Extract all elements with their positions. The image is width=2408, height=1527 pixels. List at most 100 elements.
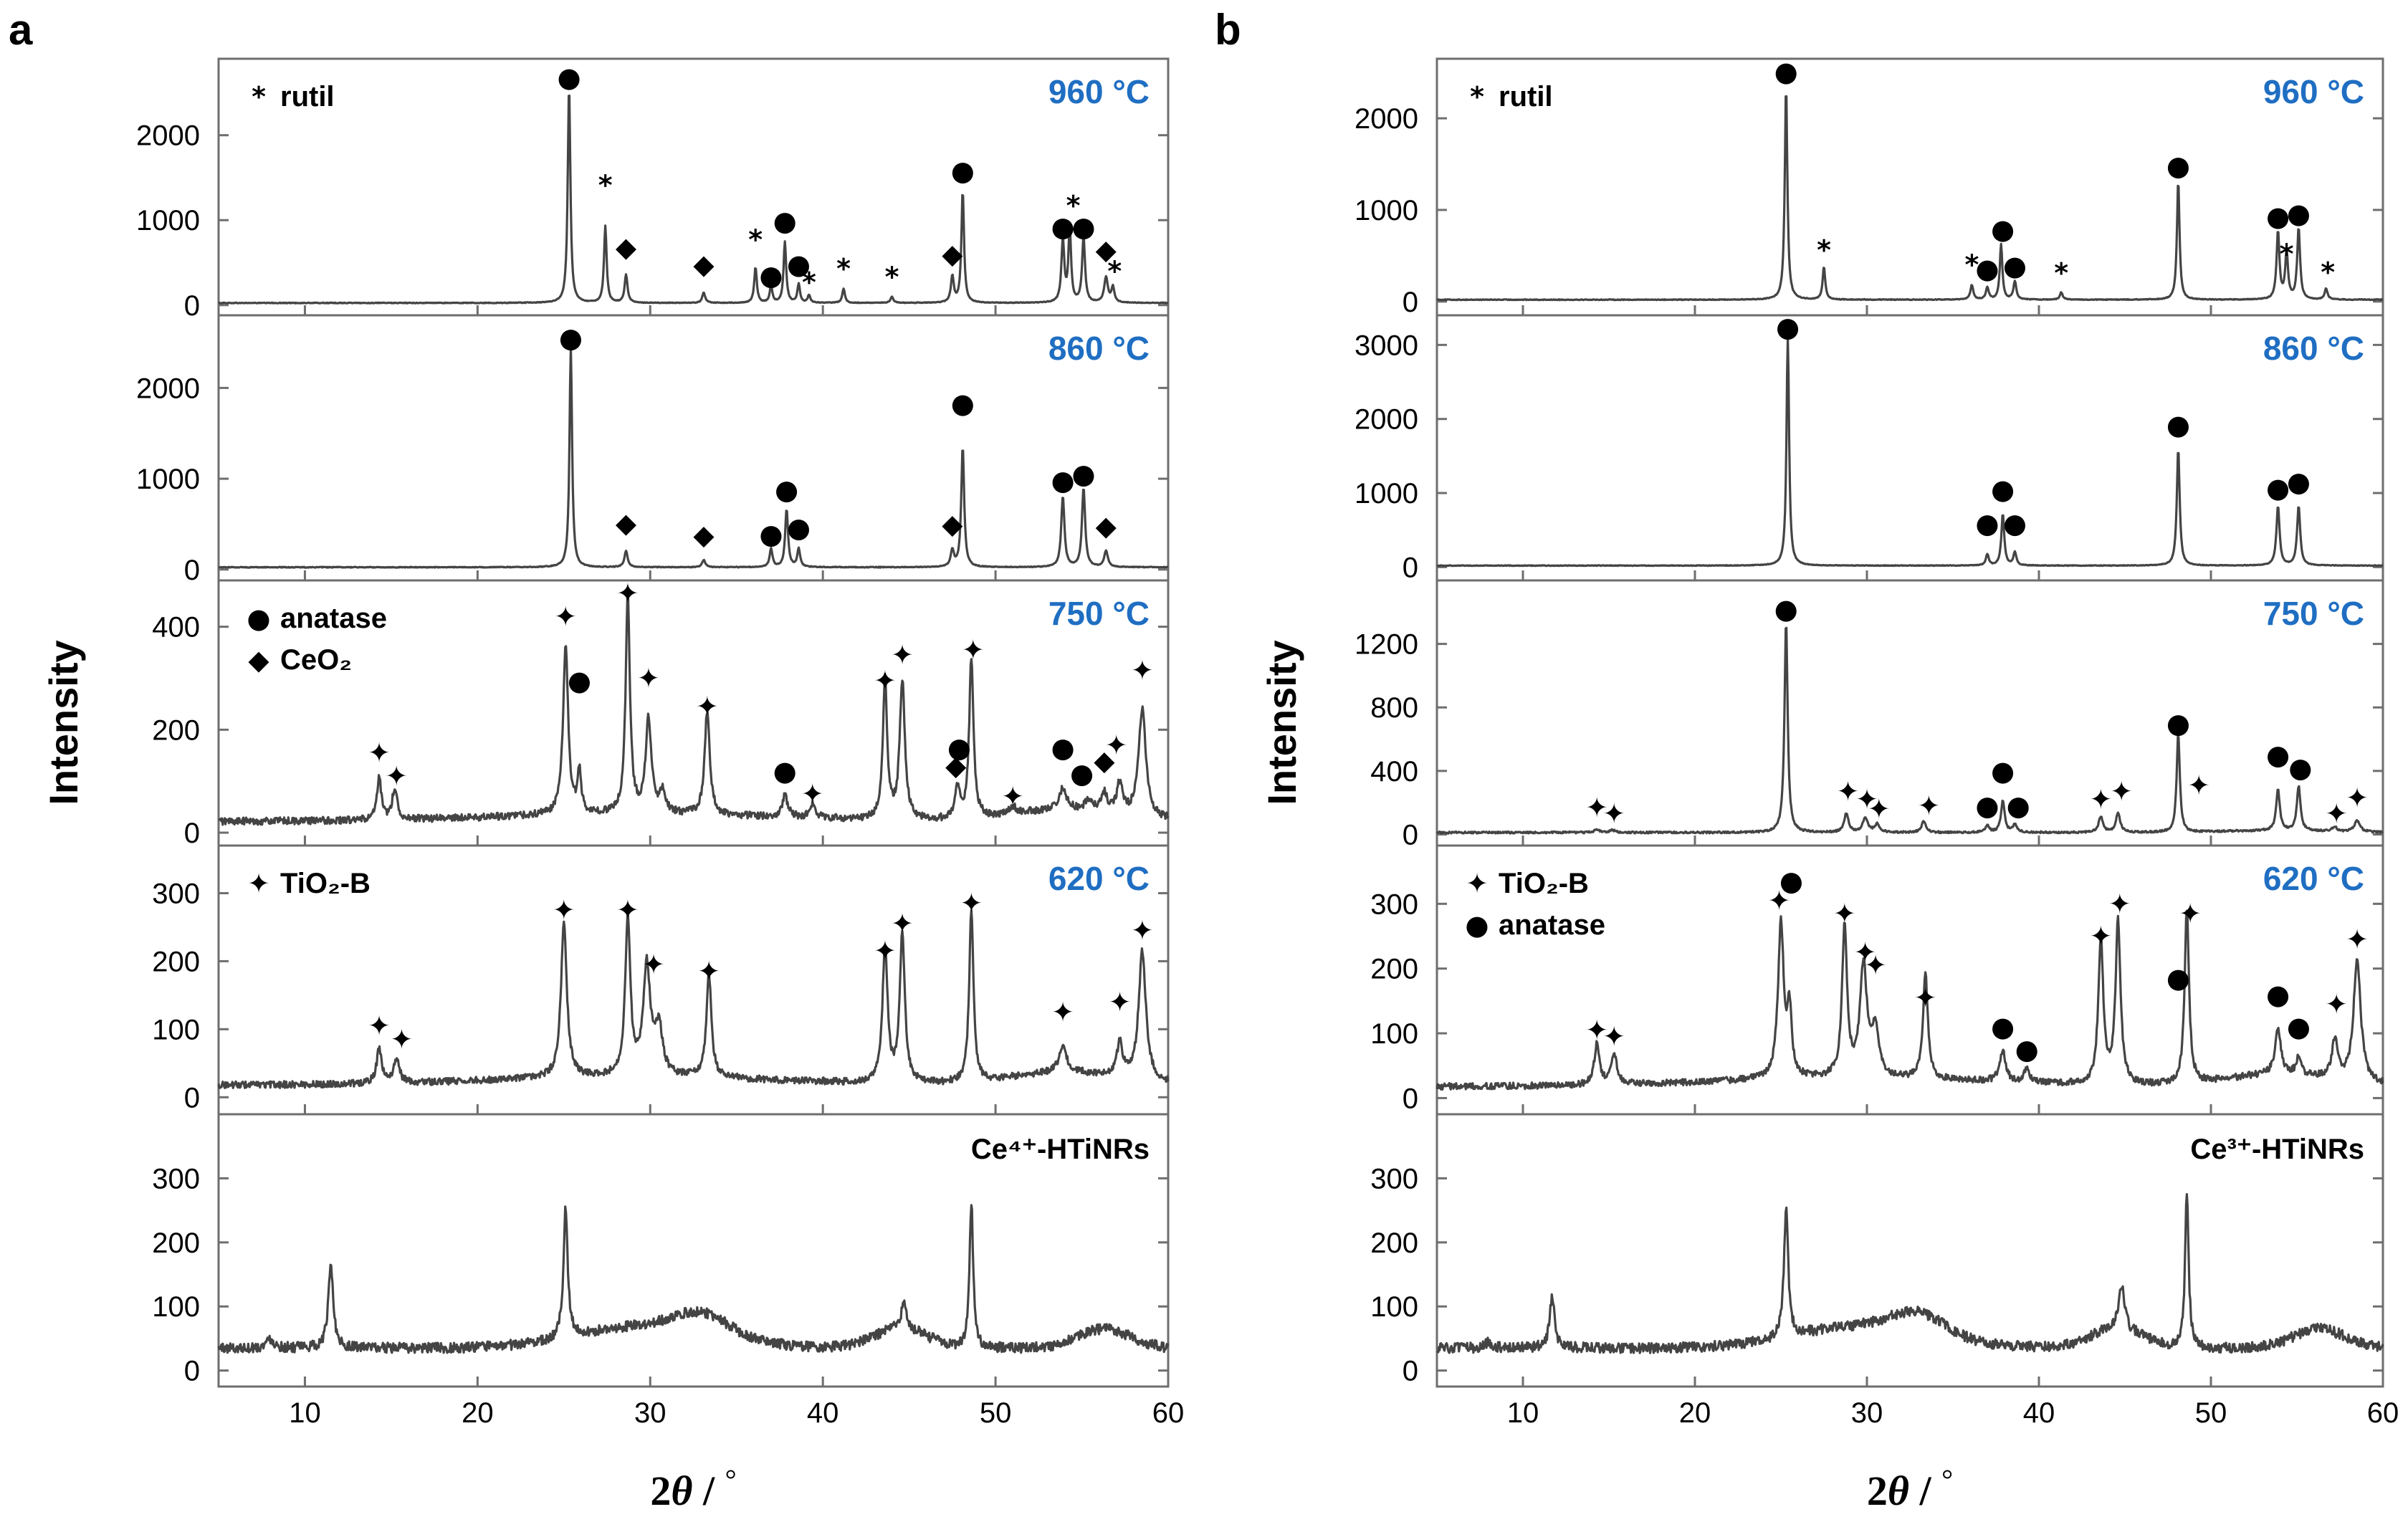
y-tick-label: 1000	[1354, 195, 1418, 226]
phase-marker: ✦	[385, 760, 408, 792]
temperature-label: 860 °C	[2263, 330, 2364, 367]
phase-marker: ●	[2007, 790, 2030, 822]
phase-marker: ●	[559, 322, 583, 354]
y-tick-label: 0	[184, 1356, 200, 1387]
y-tick-label: 200	[1370, 1227, 1418, 1259]
x-axis-label-part: °	[725, 1463, 737, 1495]
y-tick-label: 300	[152, 878, 200, 909]
y-axis-label: Intensity	[41, 640, 86, 805]
x-tick-label: 10	[1507, 1397, 1539, 1429]
phase-marker: ●	[773, 205, 797, 236]
subplot-frame	[1435, 579, 2384, 847]
phase-marker: ✦	[960, 888, 983, 919]
phase-marker: ✦	[616, 894, 639, 926]
phase-marker: ✦	[642, 949, 665, 980]
phase-marker: ✦	[2179, 898, 2202, 929]
phase-marker: ✦	[2110, 776, 2133, 808]
x-axis-label: 2θ / °	[1867, 1463, 1953, 1514]
phase-marker: ✦	[1855, 784, 1878, 815]
phase-marker: ✦	[553, 894, 575, 926]
phase-marker: ●	[568, 665, 591, 697]
phase-marker: ●	[773, 755, 797, 787]
xrd-pattern-line	[1436, 336, 2384, 568]
phase-marker: ✦	[2108, 888, 2131, 919]
x-axis-label-part: /	[1909, 1468, 1941, 1514]
phase-marker: *	[598, 170, 613, 201]
y-tick-label: 200	[152, 714, 200, 746]
phase-marker: ●	[2288, 752, 2312, 783]
y-tick-label: 300	[1370, 1163, 1418, 1195]
phase-marker: ✦	[1768, 885, 1791, 916]
phase-marker: ✦	[891, 908, 914, 939]
phase-marker: *	[802, 267, 816, 298]
phase-marker: ●	[2003, 250, 2027, 282]
phase-marker: *	[836, 253, 851, 284]
phase-marker: ●	[2266, 979, 2290, 1010]
y-axis-label: Intensity	[1259, 640, 1304, 805]
y-tick-label: 2000	[136, 120, 200, 152]
phase-marker: ✦	[891, 639, 914, 671]
x-axis-label-part: θ	[671, 1468, 692, 1514]
phase-marker: ✦	[962, 634, 985, 666]
legend-text: CeO₂	[280, 644, 352, 676]
legend-symbol: ✦	[1466, 868, 1489, 899]
y-tick-label: 1200	[1354, 629, 1418, 661]
phase-marker: ●	[787, 512, 811, 544]
x-tick-label: 50	[980, 1397, 1012, 1429]
y-tick-label: 200	[152, 1227, 200, 1259]
phase-marker: ◆	[616, 507, 637, 539]
x-axis-label-part: θ	[1888, 1468, 1909, 1514]
y-tick-label: 100	[152, 1291, 200, 1323]
y-tick-label: 2000	[1354, 404, 1418, 436]
y-tick-label: 300	[152, 1163, 200, 1195]
phase-marker: ●	[1051, 732, 1074, 763]
phase-marker: *	[885, 262, 899, 293]
y-tick-label: 0	[184, 1082, 200, 1114]
y-tick-label: 0	[1403, 819, 1418, 851]
phase-marker: *	[1107, 255, 1122, 287]
phase-marker: ✦	[1585, 792, 1608, 823]
phase-marker: ✦	[1837, 776, 1860, 808]
phase-marker: ●	[2266, 472, 2290, 504]
phase-marker: ✦	[1131, 915, 1154, 947]
subplot-frame	[1435, 57, 2384, 317]
phase-marker: ✦	[1854, 937, 1877, 968]
phase-marker: ●	[759, 518, 783, 550]
legend-symbol: ◆	[248, 644, 269, 676]
y-tick-label: 100	[1370, 1018, 1418, 1050]
legend-symbol: *	[1470, 81, 1484, 113]
subplot-5: 0 100 200 300 Ce³⁺-HTiNRs	[1370, 1113, 2384, 1388]
y-tick-label: 100	[1370, 1291, 1418, 1323]
phase-marker: ●	[1071, 459, 1095, 490]
phase-marker: ●	[1975, 507, 1999, 539]
temperature-label: 620 °C	[1048, 860, 1150, 897]
phase-marker: ✦	[1833, 898, 1856, 929]
phase-marker: ●	[1991, 214, 2015, 245]
phase-marker: *	[2280, 238, 2294, 269]
panel-letter: b	[1215, 6, 1241, 54]
phase-marker: ●	[2287, 1011, 2311, 1043]
phase-marker: ◆	[616, 231, 637, 263]
y-tick-label: 400	[1370, 756, 1418, 788]
phase-marker: ●	[1991, 1011, 2015, 1043]
phase-marker: ✦	[2187, 770, 2210, 801]
phase-marker: ●	[2287, 198, 2311, 229]
y-tick-label: 300	[1370, 889, 1418, 920]
phase-marker: ●	[775, 474, 798, 505]
phase-marker: *	[1817, 234, 1831, 266]
phase-marker: ◆	[693, 520, 715, 551]
xrd-pattern-line	[1436, 95, 2384, 302]
phase-marker: ●	[951, 388, 975, 419]
phase-marker: *	[2321, 257, 2335, 288]
xrd-pattern-line	[1436, 1192, 2384, 1354]
y-tick-label: 3000	[1354, 330, 1418, 361]
phase-marker: ●	[1975, 253, 1999, 284]
phase-marker: ●	[1070, 757, 1094, 789]
legend-text: anatase	[1499, 909, 1605, 941]
